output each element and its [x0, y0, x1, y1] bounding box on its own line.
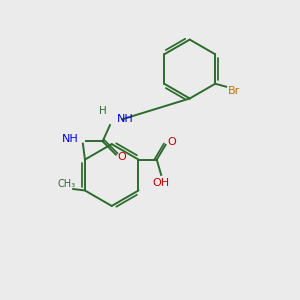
Text: NH: NH: [117, 114, 134, 124]
Text: Br: Br: [228, 85, 240, 95]
Text: CH₃: CH₃: [57, 179, 76, 189]
Text: O: O: [167, 137, 176, 147]
Text: O: O: [117, 152, 126, 162]
Text: NH: NH: [61, 134, 78, 144]
Text: OH: OH: [153, 178, 170, 188]
Text: H: H: [99, 106, 107, 116]
